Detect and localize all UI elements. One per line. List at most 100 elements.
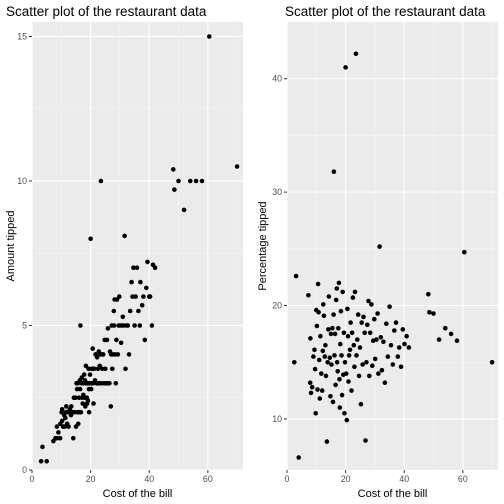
data-point xyxy=(436,337,442,342)
data-point xyxy=(326,294,332,299)
data-point xyxy=(111,308,117,314)
data-point xyxy=(331,312,336,317)
data-point xyxy=(384,321,389,327)
data-point xyxy=(133,294,138,299)
data-point xyxy=(332,331,338,337)
data-point xyxy=(59,407,65,412)
x-tick-label: 40 xyxy=(144,474,154,484)
data-point xyxy=(321,313,327,319)
data-point xyxy=(113,381,119,386)
data-point xyxy=(145,259,150,265)
data-point xyxy=(355,312,361,317)
data-point xyxy=(293,273,299,279)
data-point xyxy=(308,390,314,396)
data-point xyxy=(88,386,94,392)
data-points xyxy=(292,51,495,460)
data-point xyxy=(77,386,83,392)
x-axis: 0 20 40 60 xyxy=(30,470,213,484)
data-point xyxy=(315,387,320,392)
data-point xyxy=(91,401,96,406)
data-point xyxy=(332,353,337,358)
x-axis-title: Cost of the bill xyxy=(103,488,173,500)
data-point xyxy=(342,360,348,365)
x-tick-label: 0 xyxy=(285,474,290,484)
data-point xyxy=(73,395,78,401)
x-tick-label: 60 xyxy=(458,474,468,484)
data-point xyxy=(125,323,131,328)
data-point xyxy=(138,279,143,285)
data-point xyxy=(345,333,351,339)
plot-panel xyxy=(32,22,243,470)
data-point xyxy=(350,295,356,300)
data-point xyxy=(325,360,331,365)
data-point xyxy=(370,363,375,369)
data-point xyxy=(361,314,366,320)
data-point xyxy=(345,306,350,312)
data-point xyxy=(312,347,317,353)
data-point xyxy=(319,371,324,376)
data-point xyxy=(78,323,83,328)
data-point xyxy=(309,384,315,390)
data-point xyxy=(338,341,343,347)
y-tick-label: 30 xyxy=(272,187,282,197)
data-point xyxy=(342,411,347,416)
data-point xyxy=(114,337,119,343)
data-point xyxy=(359,320,365,325)
data-point xyxy=(56,430,61,435)
data-point xyxy=(454,338,460,344)
data-point xyxy=(319,388,325,393)
data-point xyxy=(333,382,338,388)
data-point xyxy=(379,367,385,373)
data-point xyxy=(292,360,297,365)
data-point xyxy=(88,236,93,242)
x-tick-label: 40 xyxy=(399,474,409,484)
data-point xyxy=(363,438,368,443)
data-point xyxy=(120,314,126,320)
data-point xyxy=(357,345,363,350)
data-point xyxy=(404,333,409,339)
data-point xyxy=(378,335,384,340)
data-point xyxy=(122,233,127,239)
data-point xyxy=(172,187,177,192)
data-point xyxy=(171,167,176,172)
data-point xyxy=(382,380,388,386)
data-point xyxy=(324,439,330,444)
data-point xyxy=(98,178,104,184)
data-point xyxy=(329,362,334,367)
data-point xyxy=(340,289,346,295)
data-point xyxy=(341,330,347,336)
data-point xyxy=(387,304,392,310)
data-point xyxy=(38,459,44,464)
data-point xyxy=(81,372,87,377)
data-point xyxy=(188,178,193,184)
data-point xyxy=(144,285,149,291)
data-point xyxy=(349,330,355,336)
data-point xyxy=(392,328,397,333)
data-point xyxy=(76,421,81,427)
data-point xyxy=(360,362,365,367)
data-point xyxy=(318,333,323,339)
data-point xyxy=(347,347,353,353)
data-point xyxy=(132,323,137,328)
y-tick-label: 40 xyxy=(272,74,282,84)
data-point xyxy=(147,294,153,299)
data-point xyxy=(406,345,412,350)
data-point xyxy=(365,322,370,328)
data-point xyxy=(443,325,448,331)
data-point xyxy=(323,342,328,348)
data-point xyxy=(331,169,337,174)
data-point xyxy=(338,308,344,314)
data-point xyxy=(364,360,369,365)
data-point xyxy=(327,355,333,361)
data-point xyxy=(385,354,391,359)
data-point xyxy=(69,404,74,409)
data-point xyxy=(316,310,321,315)
data-point xyxy=(396,345,402,350)
data-point xyxy=(320,348,326,354)
data-point xyxy=(137,323,143,328)
data-point xyxy=(337,377,342,382)
data-point xyxy=(334,360,340,365)
data-point xyxy=(107,381,112,386)
data-point xyxy=(390,362,396,367)
